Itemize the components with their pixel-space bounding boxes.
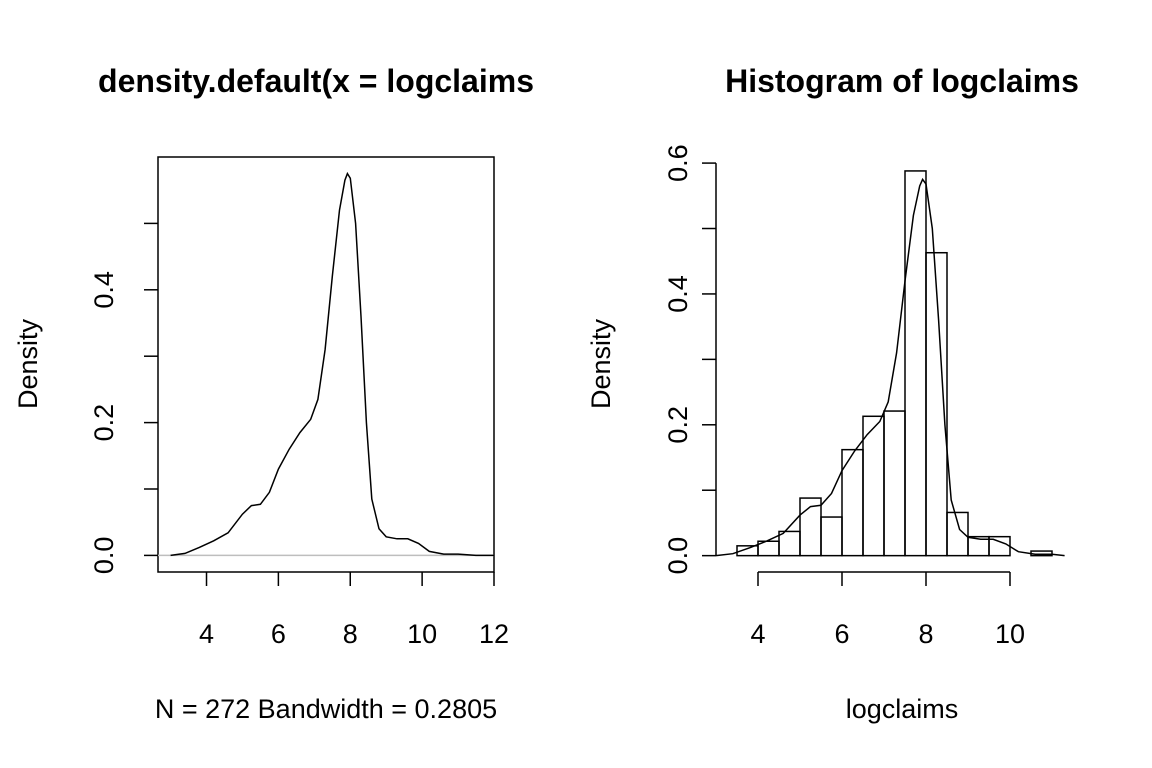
histogram-bar bbox=[904, 170, 927, 557]
histogram-x-tick-label: 4 bbox=[750, 619, 765, 649]
histogram-y-tick-label: 0.4 bbox=[663, 275, 693, 313]
histogram-density-overlay bbox=[715, 177, 1065, 557]
density-curve bbox=[170, 171, 494, 557]
histogram-bar bbox=[883, 410, 906, 557]
density-plot-xlabel: N = 272 Bandwidth = 0.2805 bbox=[155, 694, 497, 724]
density-plot-ylabel: Density bbox=[13, 318, 43, 409]
histogram-ylabel: Density bbox=[586, 318, 616, 409]
density-plot-title: density.default(x = logclaims bbox=[98, 63, 534, 99]
density-y-tick-label: 0.2 bbox=[89, 404, 119, 442]
density-x-tick-label: 12 bbox=[479, 619, 509, 649]
histogram-x-tick-label: 6 bbox=[834, 619, 849, 649]
histogram-bar bbox=[778, 530, 801, 557]
histogram-x-tick-label: 10 bbox=[995, 619, 1025, 649]
histogram-title: Histogram of logclaims bbox=[725, 63, 1079, 99]
histogram-x-tick-label: 8 bbox=[918, 619, 933, 649]
histogram-bar bbox=[925, 251, 948, 557]
histogram-bars bbox=[736, 170, 1053, 557]
histogram-bar bbox=[946, 511, 969, 557]
density-plot: density.default(x = logclaims Density N … bbox=[13, 63, 534, 724]
density-plot-frame bbox=[157, 156, 495, 573]
density-y-tick-label: 0.4 bbox=[89, 271, 119, 309]
histogram-x-axis: 4 6 8 10 bbox=[750, 571, 1025, 649]
density-x-tick-label: 6 bbox=[271, 619, 286, 649]
histogram-y-tick-label: 0.0 bbox=[663, 537, 693, 575]
histogram-bar bbox=[820, 516, 843, 557]
density-y-tick-label: 0.0 bbox=[89, 537, 119, 575]
density-x-tick-label: 8 bbox=[343, 619, 358, 649]
histogram-plot: Histogram of logclaims Density logclaims… bbox=[586, 63, 1079, 724]
density-plot-x-axis: 4 6 8 10 12 bbox=[199, 572, 509, 649]
histogram-y-tick-label: 0.2 bbox=[663, 406, 693, 444]
density-plot-y-axis: 0.0 0.2 0.4 bbox=[89, 222, 158, 575]
histogram-xlabel: logclaims bbox=[846, 694, 959, 724]
histogram-y-tick-label: 0.6 bbox=[663, 144, 693, 182]
density-x-tick-label: 4 bbox=[199, 619, 214, 649]
density-x-tick-label: 10 bbox=[407, 619, 437, 649]
histogram-y-axis: 0.0 0.2 0.4 0.6 bbox=[663, 144, 717, 575]
